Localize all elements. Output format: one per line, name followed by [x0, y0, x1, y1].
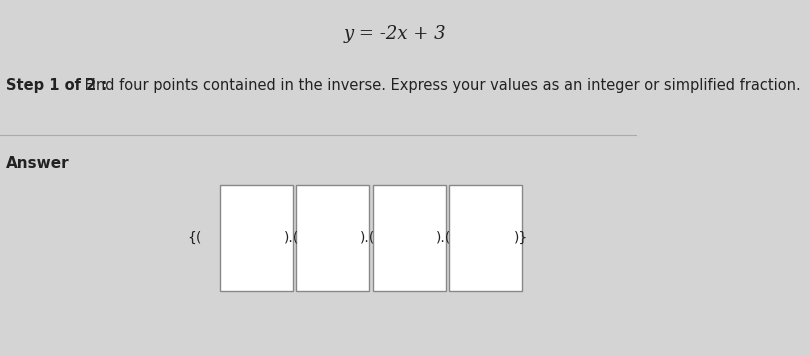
FancyBboxPatch shape	[220, 185, 293, 291]
Text: Step 1 of 2 :: Step 1 of 2 :	[6, 78, 108, 93]
Text: Find four points contained in the inverse. Express your values as an integer or : Find four points contained in the invers…	[79, 78, 800, 93]
Text: ).(: ).(	[360, 231, 375, 245]
Text: ).(: ).(	[283, 231, 299, 245]
Text: ).(: ).(	[436, 231, 451, 245]
FancyBboxPatch shape	[373, 185, 446, 291]
Text: )}: )}	[514, 231, 528, 245]
Text: y = -2x + 3: y = -2x + 3	[344, 25, 446, 43]
Text: Answer: Answer	[6, 156, 70, 171]
FancyBboxPatch shape	[449, 185, 523, 291]
FancyBboxPatch shape	[296, 185, 370, 291]
Text: {(: {(	[187, 231, 201, 245]
